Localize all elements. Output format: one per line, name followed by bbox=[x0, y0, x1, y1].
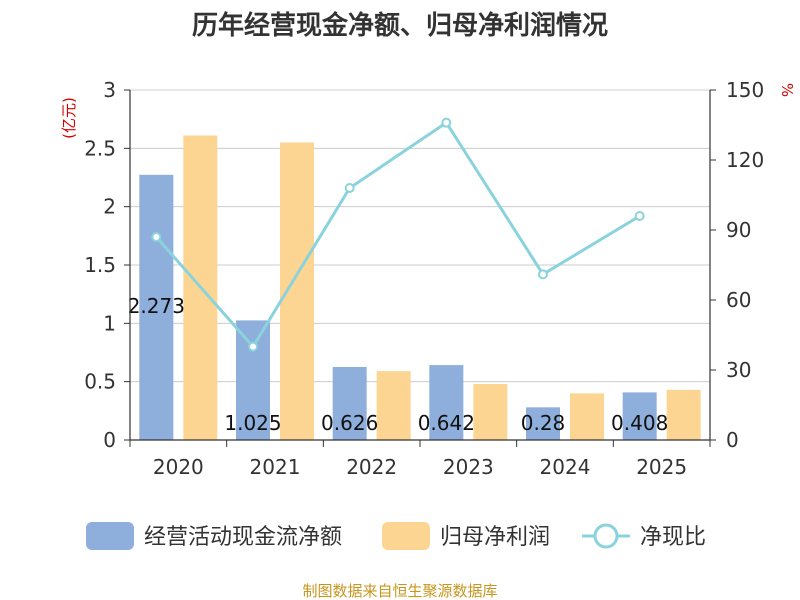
legend: 经营活动现金流净额 归母净利润 净现比 bbox=[86, 522, 706, 550]
chart-title: 历年经营现金净额、归母净利润情况 bbox=[192, 10, 608, 41]
y-left-tick-label: 3 bbox=[103, 78, 116, 102]
y-left-tick-label: 1.5 bbox=[84, 253, 116, 277]
line-series bbox=[151, 117, 645, 352]
bar-data-label: 0.28 bbox=[521, 411, 566, 435]
legend-swatch bbox=[382, 522, 430, 550]
x-tick-label: 2022 bbox=[346, 455, 397, 479]
line-point bbox=[634, 211, 645, 221]
bar bbox=[236, 320, 270, 440]
bar-series bbox=[139, 135, 701, 441]
y-left-tick-label: 2.5 bbox=[84, 136, 116, 160]
line-point bbox=[538, 269, 548, 280]
bar bbox=[429, 365, 464, 440]
line-point bbox=[441, 117, 452, 128]
y-left-tick-label: 1 bbox=[103, 311, 116, 335]
line-point bbox=[151, 232, 162, 242]
bar bbox=[376, 371, 411, 440]
bar bbox=[570, 393, 604, 440]
bar bbox=[622, 392, 657, 440]
bar-data-label: 2.273 bbox=[128, 294, 185, 318]
legend-label: 归母净利润 bbox=[440, 525, 550, 550]
gridlines bbox=[130, 89, 710, 441]
y-left-tick-label: 2 bbox=[103, 195, 116, 219]
x-tick-label: 2024 bbox=[540, 455, 591, 479]
x-tick-label: 2025 bbox=[636, 455, 687, 479]
x-tick-label: 2021 bbox=[250, 455, 301, 479]
line-point bbox=[344, 183, 355, 193]
bar bbox=[526, 407, 560, 440]
bar bbox=[666, 389, 701, 440]
y-left-tick-label: 0.5 bbox=[84, 370, 116, 394]
y-right-tick-label: 60 bbox=[726, 288, 751, 312]
bar bbox=[473, 384, 508, 440]
legend-marker bbox=[593, 523, 619, 549]
y-left-axis-unit: (亿元) bbox=[60, 97, 78, 139]
x-tick-label: 2020 bbox=[153, 455, 204, 479]
y-right-tick-label: 150 bbox=[726, 78, 764, 102]
y-right-tick-label: 0 bbox=[726, 428, 739, 452]
source-note: 制图数据来自恒生聚源数据库 bbox=[302, 582, 497, 600]
y-right-tick-label: 120 bbox=[726, 148, 764, 172]
legend-label: 经营活动现金流净额 bbox=[144, 525, 342, 550]
x-tick-label: 2023 bbox=[443, 455, 494, 479]
y-left-tick-label: 0 bbox=[103, 428, 116, 452]
y-right-tick-label: 90 bbox=[726, 218, 751, 242]
data-labels: 2.273 1.025 0.626 0.642 0.28 0.408 bbox=[128, 294, 669, 435]
y-right-tick-label: 30 bbox=[726, 358, 751, 382]
bar-data-label: 0.408 bbox=[611, 411, 668, 435]
bar-data-label: 0.642 bbox=[418, 411, 475, 435]
bar bbox=[332, 366, 367, 440]
legend-label: 净现比 bbox=[640, 525, 706, 550]
legend-swatch bbox=[86, 522, 134, 550]
line-net-cash-ratio bbox=[155, 120, 641, 350]
bar-data-label: 0.626 bbox=[321, 411, 378, 435]
line-point bbox=[248, 341, 258, 352]
bar-data-label: 1.025 bbox=[224, 411, 281, 435]
bar bbox=[139, 174, 174, 441]
y-right-axis-unit: % bbox=[778, 83, 796, 97]
